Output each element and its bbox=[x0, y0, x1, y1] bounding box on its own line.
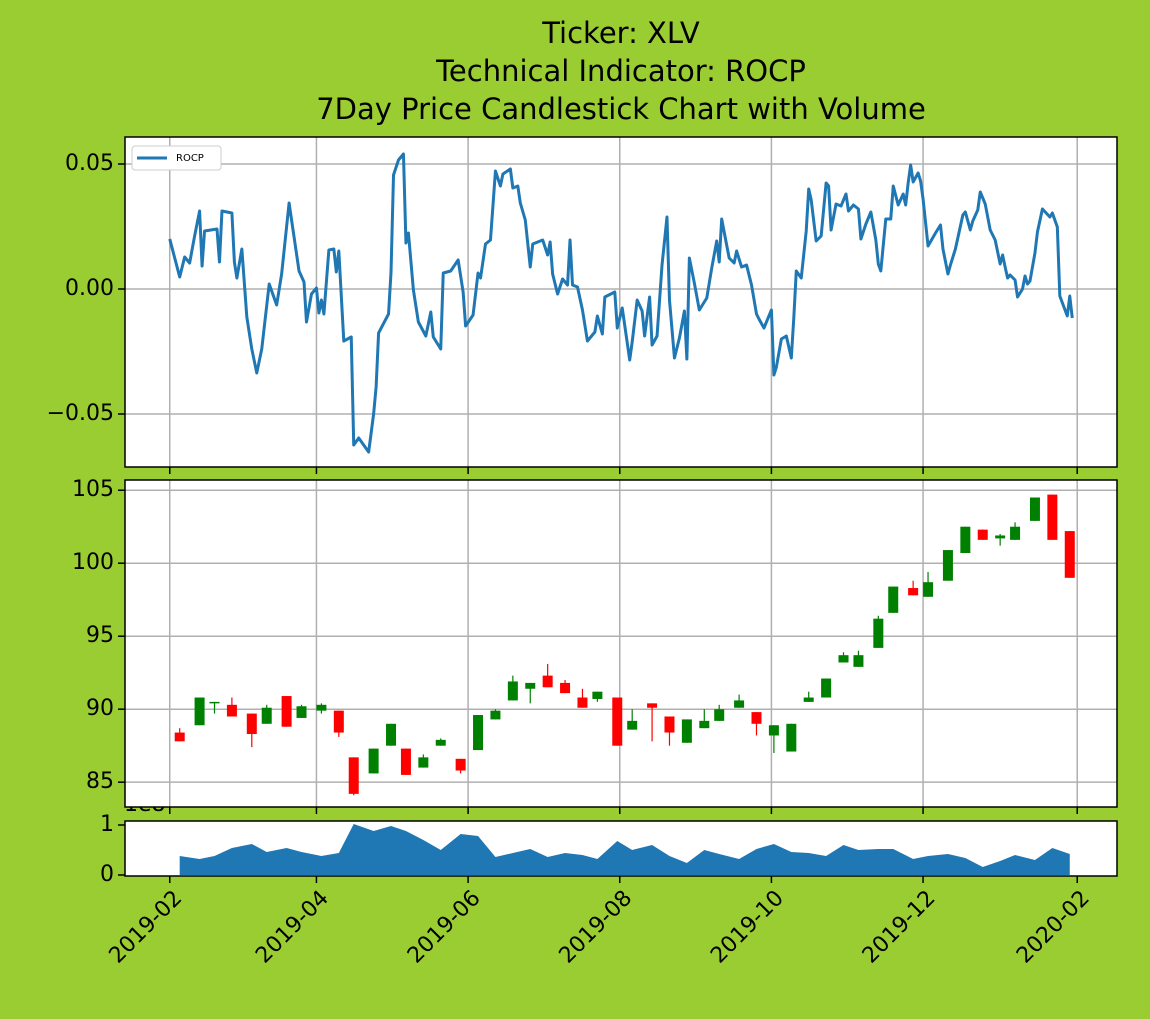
candle-body bbox=[368, 748, 379, 774]
y-tick-label: 0.05 bbox=[65, 151, 114, 176]
candle-body bbox=[592, 691, 603, 699]
candle-body bbox=[1047, 494, 1058, 540]
candle-body bbox=[246, 713, 257, 735]
candle-body bbox=[751, 712, 762, 724]
candle-body bbox=[348, 757, 359, 794]
candle-body bbox=[174, 732, 185, 742]
candle-body bbox=[664, 716, 675, 733]
y-tick-label: 100 bbox=[72, 550, 114, 575]
candle-body bbox=[734, 700, 745, 708]
candle-body bbox=[400, 748, 411, 775]
y-tick-label: 90 bbox=[86, 696, 114, 721]
candle-body bbox=[908, 588, 919, 596]
candle-body bbox=[627, 720, 638, 730]
candle-body bbox=[995, 535, 1006, 539]
candle-body bbox=[1029, 497, 1040, 521]
candle-body bbox=[316, 704, 327, 711]
candle-body bbox=[194, 697, 205, 726]
candle-body bbox=[873, 618, 884, 648]
candle-body bbox=[435, 739, 446, 746]
candle-body bbox=[821, 678, 832, 698]
candle-body bbox=[296, 706, 307, 718]
legend-label: ROCP bbox=[176, 153, 204, 164]
candle-body bbox=[261, 707, 272, 724]
candle-body bbox=[1064, 531, 1075, 578]
candle-body bbox=[473, 715, 484, 751]
legend-box bbox=[131, 145, 222, 171]
candle-body bbox=[490, 710, 501, 720]
y-tick-label: 95 bbox=[86, 623, 114, 648]
candle-body bbox=[960, 526, 971, 553]
candle-body bbox=[418, 757, 429, 768]
candle-body bbox=[838, 655, 849, 663]
plot-frame bbox=[124, 820, 1118, 877]
y-tick-label: −0.05 bbox=[47, 401, 114, 426]
y-tick-label: 105 bbox=[72, 477, 114, 502]
candle-body bbox=[647, 703, 658, 708]
candle-body bbox=[1010, 526, 1021, 540]
candle-body bbox=[714, 709, 725, 721]
candle-body bbox=[888, 586, 899, 613]
candle-body bbox=[542, 675, 553, 688]
candle-body bbox=[699, 720, 710, 729]
volume-area bbox=[179, 824, 1070, 875]
candle-body bbox=[455, 758, 466, 771]
candle-body bbox=[560, 682, 571, 694]
candle-body bbox=[525, 682, 536, 689]
candle-body bbox=[507, 681, 518, 701]
plot-area bbox=[125, 480, 1117, 807]
title-line: 7Day Price Candlestick Chart with Volume bbox=[316, 92, 926, 126]
candle-body bbox=[977, 529, 988, 540]
candle-body bbox=[786, 723, 797, 752]
y-tick-label: 0.00 bbox=[65, 276, 114, 301]
candle-body bbox=[612, 697, 623, 746]
candle-body bbox=[853, 655, 864, 667]
y-tick-label: 0 bbox=[100, 862, 114, 887]
candle-body bbox=[681, 719, 692, 743]
y-tick-label: 85 bbox=[86, 769, 114, 794]
title-line: Technical Indicator: ROCP bbox=[435, 54, 806, 88]
y-tick-label: 1 bbox=[100, 812, 114, 837]
candle-body bbox=[226, 704, 237, 717]
title-line: Ticker: XLV bbox=[541, 16, 700, 50]
rocp-line bbox=[168, 152, 1074, 454]
candle-body bbox=[768, 725, 779, 736]
candle-body bbox=[209, 701, 220, 704]
plot-frame bbox=[124, 136, 1118, 468]
plot-area bbox=[125, 137, 1117, 467]
candle-body bbox=[386, 723, 397, 746]
candle-body bbox=[923, 582, 934, 597]
candle-body bbox=[942, 550, 953, 581]
plot-frame bbox=[124, 479, 1118, 808]
candle-body bbox=[333, 710, 344, 733]
candle-body bbox=[281, 696, 292, 727]
candle-body bbox=[577, 697, 588, 708]
candle-body bbox=[803, 697, 814, 702]
